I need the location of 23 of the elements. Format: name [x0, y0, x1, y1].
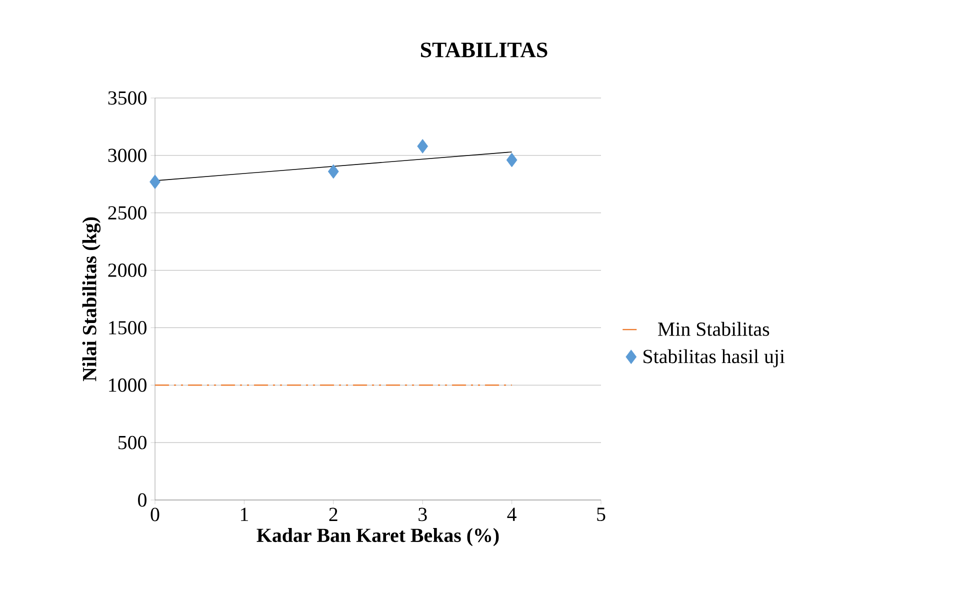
y-tick-label: 500: [118, 436, 146, 450]
point: [328, 164, 339, 179]
x-axis-title: Kadar Ban Karet Bekas (%): [256, 528, 499, 546]
y-axis-title: Nilai Stabilitas (kg): [82, 217, 101, 382]
x-tick-label: 5: [597, 508, 606, 522]
y-tick-label: 1000: [109, 378, 146, 392]
chart-title: STABILITAS: [421, 42, 548, 58]
x-tick-label: 0: [150, 508, 160, 522]
y-tick-label: 3500: [108, 91, 146, 105]
y-tick-label: 0: [138, 493, 146, 507]
y-tick-label: 2500: [108, 206, 146, 220]
legend-label: Stabilitas hasil uji: [644, 349, 785, 368]
y-tick-label: 3000: [108, 148, 146, 162]
x-tick-label: 4: [507, 508, 516, 521]
y-tick-label: 1500: [109, 320, 146, 334]
point: [417, 139, 428, 154]
y-tick-label: 2000: [108, 264, 146, 277]
x-tick-label: 3: [418, 508, 427, 522]
x-tick-label: 1: [240, 508, 248, 521]
point: [506, 152, 518, 168]
legend-label: Min Stabilitas: [658, 322, 770, 336]
x-tick-label: 2: [329, 508, 338, 521]
point: [150, 174, 160, 190]
